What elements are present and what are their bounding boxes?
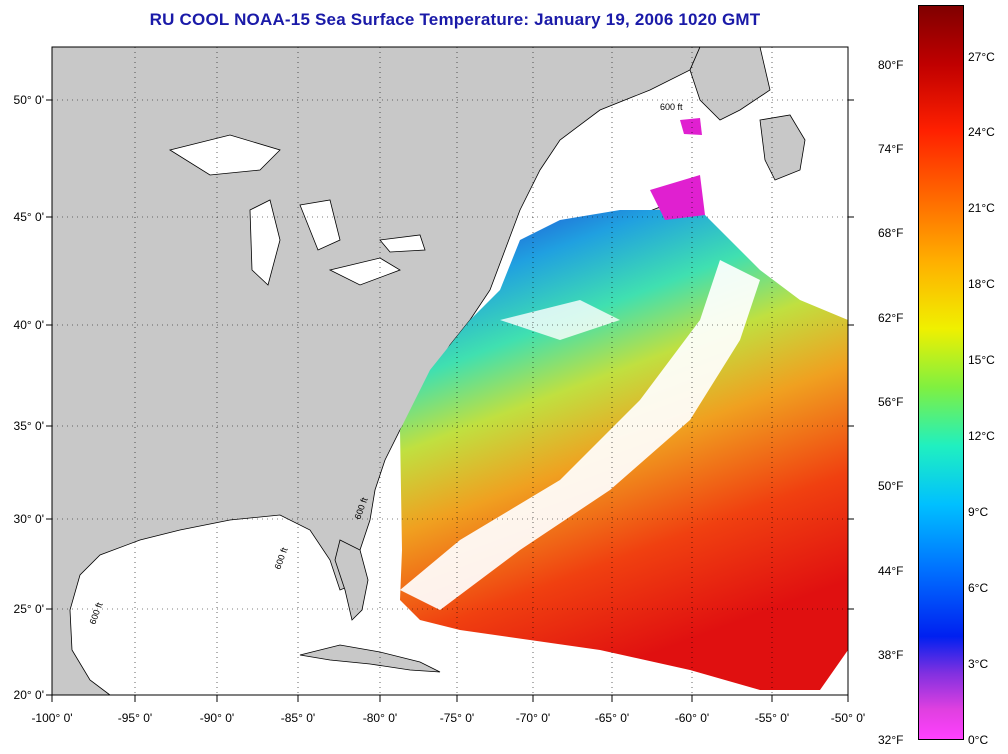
lon-label: -100° 0' [31, 711, 72, 725]
celsius-label: 9°C [968, 505, 989, 519]
celsius-label: 18°C [968, 277, 995, 291]
lon-label: -85° 0' [281, 711, 315, 725]
lon-label: -70° 0' [516, 711, 550, 725]
map-border [51, 46, 849, 696]
celsius-label: 3°C [968, 657, 989, 671]
lon-label: -50° 0' [831, 711, 865, 725]
graticule [52, 47, 848, 695]
map-title: RU COOL NOAA-15 Sea Surface Temperature:… [149, 10, 761, 29]
fahrenheit-label: 68°F [878, 226, 904, 240]
lat-label: 40° 0' [14, 318, 44, 332]
lon-label: -90° 0' [200, 711, 234, 725]
fahrenheit-label: 38°F [878, 648, 904, 662]
fahrenheit-label: 44°F [878, 564, 904, 578]
lat-label: 45° 0' [14, 210, 44, 224]
fahrenheit-label: 80°F [878, 58, 904, 72]
lon-label: -75° 0' [440, 711, 474, 725]
lon-label: -80° 0' [363, 711, 397, 725]
celsius-label: 0°C [968, 733, 989, 747]
celsius-label: 24°C [968, 125, 995, 139]
contour-label: 600 ft [660, 102, 683, 112]
lat-label: 30° 0' [14, 512, 44, 526]
lon-label: -55° 0' [755, 711, 789, 725]
lat-label: 35° 0' [14, 419, 44, 433]
celsius-label: 15°C [968, 353, 995, 367]
lat-label: 50° 0' [14, 93, 44, 107]
celsius-label: 6°C [968, 581, 989, 595]
ticks [46, 99, 854, 702]
great-lakes [168, 134, 426, 286]
celsius-label: 12°C [968, 429, 995, 443]
fahrenheit-label: 56°F [878, 395, 904, 409]
lat-label: 25° 0' [14, 602, 44, 616]
color-scale-bar [918, 5, 964, 740]
fahrenheit-label: 74°F [878, 142, 904, 156]
lon-label: -95° 0' [118, 711, 152, 725]
fahrenheit-label: 62°F [878, 311, 904, 325]
sst-swath [400, 118, 848, 690]
fahrenheit-label: 32°F [878, 733, 904, 747]
lat-label: 20° 0' [14, 688, 44, 702]
fahrenheit-label: 50°F [878, 479, 904, 493]
celsius-label: 27°C [968, 50, 995, 64]
lon-label: -65° 0' [595, 711, 629, 725]
lon-label: -60° 0' [675, 711, 709, 725]
celsius-label: 21°C [968, 201, 995, 215]
